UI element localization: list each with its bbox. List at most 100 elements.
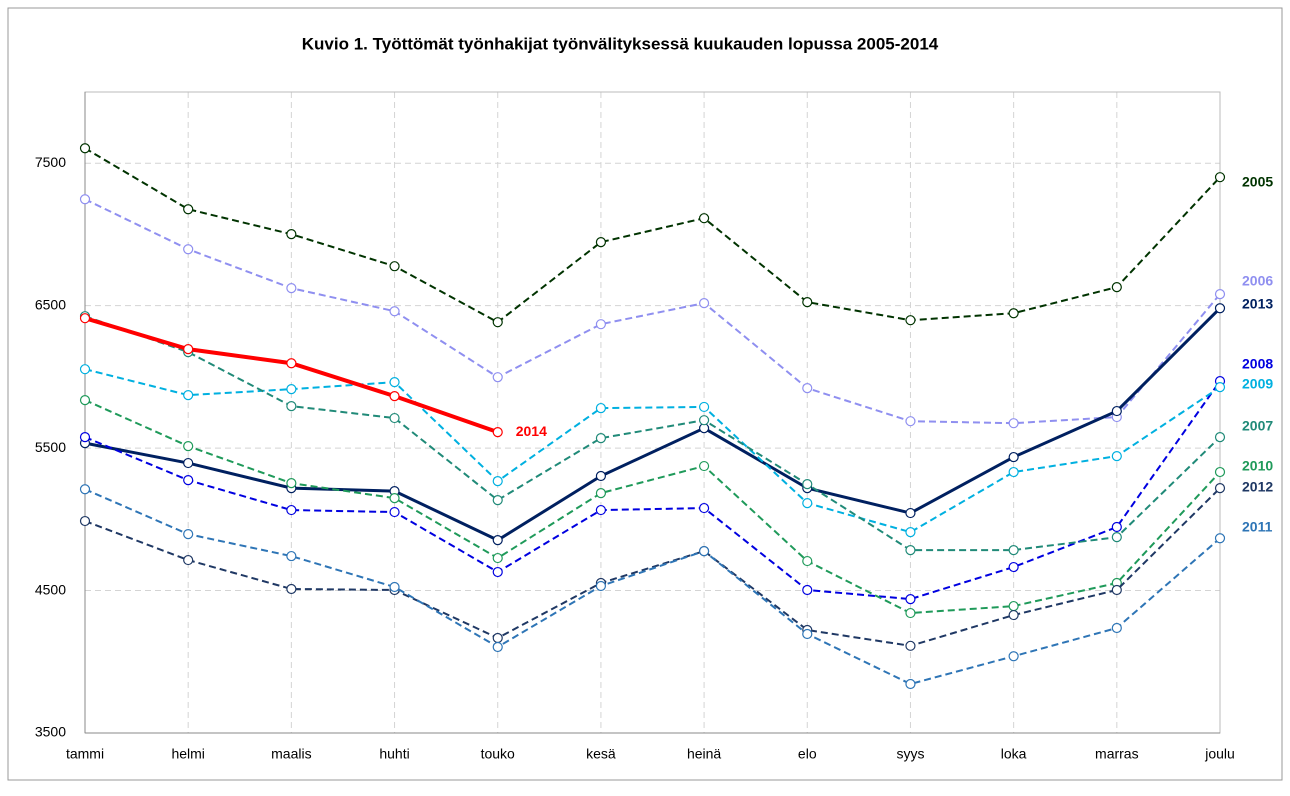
point-marker: [389, 391, 400, 402]
series-line: [84, 488, 1221, 686]
point-marker: [905, 527, 916, 538]
point-marker: [79, 484, 91, 495]
point-marker: [492, 427, 503, 438]
point-marker: [286, 478, 297, 489]
series-line: [84, 487, 1221, 647]
point-marker: [698, 502, 710, 514]
point-marker: [286, 583, 297, 595]
point-marker: [1214, 382, 1226, 393]
point-marker: [183, 390, 194, 401]
series-label: 2009: [1242, 376, 1273, 392]
point-marker: [183, 441, 194, 452]
point-marker: [595, 319, 607, 330]
x-tick-label: helmi: [171, 746, 204, 762]
series-line: [84, 315, 1221, 552]
series-label: 2013: [1242, 296, 1273, 312]
point-marker: [492, 552, 503, 564]
point-marker: [802, 584, 813, 596]
point-marker: [286, 358, 297, 369]
point-marker: [1111, 521, 1122, 533]
point-marker: [1214, 289, 1226, 300]
point-marker: [698, 460, 710, 472]
point-marker: [286, 283, 297, 294]
x-tick-label: kesä: [586, 746, 616, 762]
point-marker: [1008, 308, 1019, 319]
y-tick-label: 6500: [35, 296, 66, 312]
point-marker: [1008, 651, 1019, 662]
x-tick-label: marras: [1095, 746, 1139, 762]
series-line: [84, 198, 1221, 425]
point-marker: [79, 143, 91, 154]
y-tick-label: 7500: [35, 154, 66, 170]
x-tick-label: loka: [1001, 746, 1027, 762]
point-marker: [492, 641, 503, 653]
point-marker: [183, 475, 194, 486]
series-label: 2007: [1242, 418, 1273, 434]
point-marker: [183, 244, 194, 255]
point-marker: [1214, 483, 1226, 494]
y-tick-label: 5500: [35, 439, 66, 455]
point-marker: [595, 488, 607, 499]
x-tick-label: joulu: [1204, 746, 1235, 762]
point-marker: [1111, 584, 1122, 596]
point-marker: [389, 581, 400, 593]
x-tick-label: heinä: [687, 746, 721, 762]
point-marker: [1214, 172, 1226, 183]
point-marker: [1008, 418, 1019, 429]
x-tick-label: maalis: [271, 746, 311, 762]
point-marker: [905, 416, 916, 427]
point-marker: [698, 298, 710, 309]
point-marker: [595, 237, 607, 248]
point-marker: [802, 383, 813, 394]
point-marker: [1111, 622, 1122, 634]
series-label: 2010: [1242, 458, 1273, 474]
x-tick-label: huhti: [379, 746, 409, 762]
point-marker: [802, 555, 813, 567]
point-marker: [698, 213, 710, 224]
series-line: [84, 307, 1222, 542]
point-marker: [1008, 561, 1019, 573]
point-marker: [183, 457, 194, 469]
point-marker: [183, 344, 194, 355]
series-line: [84, 380, 1221, 601]
point-marker: [905, 640, 916, 651]
point-marker: [1111, 450, 1122, 462]
x-tick-label: elo: [798, 746, 817, 762]
x-tick-label: syys: [896, 746, 924, 762]
point-marker: [79, 364, 91, 375]
point-marker: [698, 401, 710, 413]
point-marker: [905, 507, 916, 519]
point-marker: [286, 384, 297, 395]
point-marker: [492, 476, 503, 487]
x-tick-label: tammi: [66, 746, 104, 762]
point-marker: [492, 495, 503, 506]
point-marker: [389, 506, 400, 518]
point-marker: [492, 372, 503, 383]
point-marker: [389, 493, 400, 504]
series-label: 2012: [1242, 479, 1273, 495]
series-label: 2005: [1242, 174, 1273, 190]
point-marker: [905, 545, 916, 556]
point-marker: [802, 497, 813, 509]
point-marker: [79, 395, 91, 406]
point-marker: [389, 306, 400, 317]
point-marker: [183, 529, 194, 540]
y-tick-label: 4500: [35, 581, 66, 597]
point-marker: [802, 479, 813, 490]
series-label: 2011: [1242, 519, 1273, 535]
point-marker: [79, 313, 91, 324]
point-marker: [286, 550, 297, 562]
x-tick-label: touko: [481, 746, 515, 762]
point-marker: [595, 402, 607, 414]
point-marker: [79, 194, 91, 205]
point-marker: [492, 632, 503, 644]
point-marker: [286, 400, 297, 412]
point-marker: [905, 607, 916, 619]
point-marker: [79, 515, 91, 527]
point-marker: [389, 412, 400, 424]
y-tick-label: 3500: [35, 724, 66, 740]
series-line: [84, 368, 1221, 534]
point-marker: [389, 377, 400, 388]
point-marker: [802, 628, 813, 640]
point-marker: [492, 317, 503, 328]
